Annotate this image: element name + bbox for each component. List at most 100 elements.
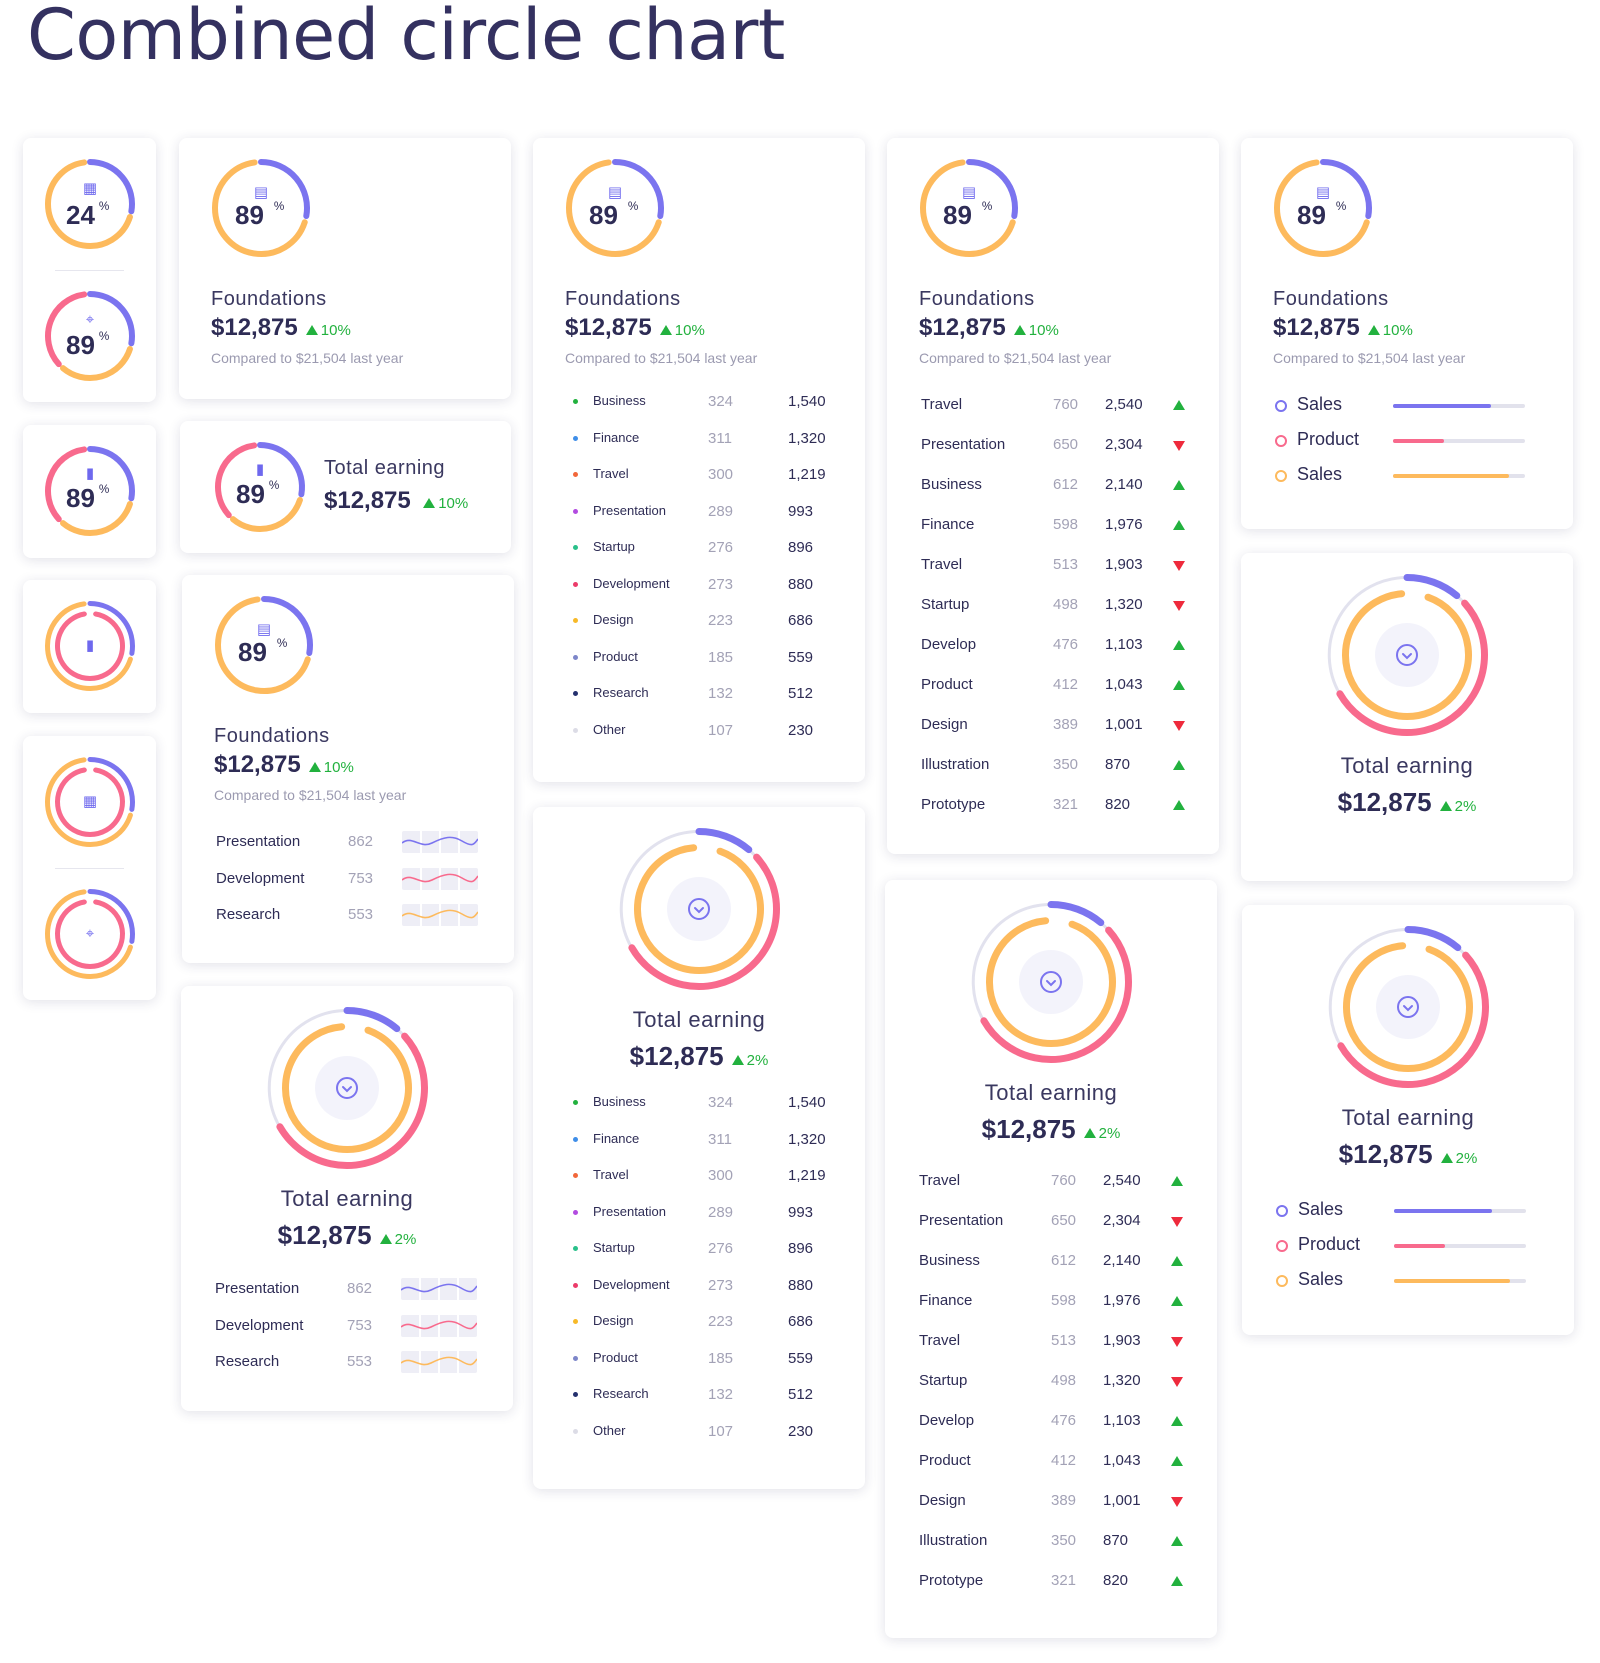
item-count: 350	[1053, 756, 1079, 773]
item-name: Finance	[921, 516, 975, 533]
sparkline-line	[401, 873, 479, 882]
list-item: Startup 498 1,320	[885, 1370, 1217, 1394]
ring-chart	[214, 595, 314, 695]
item-value: 553	[347, 1353, 373, 1370]
delta-badge: 10%	[1014, 322, 1059, 339]
list-item: Develop 476 1,103	[885, 1410, 1217, 1434]
ring-chart	[565, 158, 665, 258]
list-item: Product 412 1,043	[887, 674, 1219, 698]
list-item: Finance 311 1,320	[533, 427, 865, 451]
ring-segment-pink	[45, 291, 88, 368]
trend-up-icon	[1171, 1176, 1183, 1186]
item-count: 223	[708, 1313, 734, 1330]
item-count: 476	[1053, 636, 1079, 653]
small-ring-card: ▦ ⌖	[23, 736, 156, 1000]
bullet-dot	[573, 691, 578, 696]
amount: $12,875	[629, 1041, 724, 1071]
item-name: Product	[593, 648, 638, 664]
progress-fill	[1393, 404, 1491, 408]
item-name: Research	[593, 685, 649, 700]
ring-segment-pink	[55, 611, 125, 681]
bullet-dot	[573, 727, 578, 733]
list-item: Development 753	[182, 867, 514, 892]
total-earning-card: Total earning $12,875 2% Travel 760 2,540 Pres…	[885, 880, 1217, 1638]
item-count: 185	[708, 1349, 734, 1367]
item-value: 862	[347, 1280, 373, 1297]
item-name: Prototype	[921, 796, 986, 813]
item-count: 223	[708, 612, 734, 629]
ring-segment-pink	[1336, 599, 1488, 736]
ring-segment-purple	[1320, 159, 1372, 219]
item-value: 553	[348, 906, 374, 923]
trend-up-icon	[1173, 760, 1185, 770]
amount: $12,875	[981, 1114, 1076, 1144]
delta-badge: 10%	[306, 322, 351, 339]
small-ring-card: ▮ 89%	[23, 425, 156, 558]
list-item: Development 273 880	[533, 1274, 865, 1298]
comparison-text: Compared to $21,504 last year	[214, 787, 407, 803]
heart-icon	[1396, 644, 1418, 666]
item-total: 1,219	[788, 466, 826, 483]
ring-segment-orange	[1274, 159, 1370, 257]
progress-fill	[1393, 439, 1445, 443]
item-name: Product	[921, 676, 973, 693]
item-total: 896	[788, 539, 814, 556]
progress-bar	[1394, 1244, 1526, 1248]
list-item: Development 753	[181, 1314, 513, 1339]
delta-badge: 2%	[1084, 1125, 1121, 1142]
ring-segment-orange	[212, 159, 308, 257]
legend-marker	[1275, 435, 1287, 447]
bullet-dot	[573, 618, 578, 623]
card-title: Foundations	[919, 288, 1035, 310]
ring-segment-orange	[45, 159, 133, 249]
total-earning-card: Total earning $12,875 2%	[1241, 553, 1573, 881]
trend-down-icon	[1171, 1377, 1183, 1387]
comparison-text: Compared to $21,504 last year	[565, 350, 758, 366]
sparkline	[401, 867, 479, 890]
ring-segment-purple	[87, 757, 135, 812]
item-total: 1,540	[788, 1094, 826, 1111]
ring-segment-orange	[60, 500, 133, 536]
amount: $12,875	[565, 314, 652, 341]
list-item: Finance 598 1,976	[885, 1290, 1217, 1314]
legend-item: Sales	[1241, 394, 1573, 418]
ring-chart	[1325, 573, 1489, 737]
item-count: 311	[708, 429, 732, 447]
trend-up-icon	[1171, 1456, 1183, 1466]
item-count: 612	[1053, 476, 1079, 493]
heart-icon	[1040, 971, 1062, 993]
item-name: Prototype	[919, 1572, 984, 1589]
bullet-dot	[573, 1100, 578, 1105]
item-total: 2,140	[1105, 476, 1143, 493]
ring-center	[667, 877, 731, 941]
item-total: 1,320	[788, 429, 826, 447]
list-item: Startup 276 896	[533, 536, 865, 560]
item-count: 498	[1053, 596, 1079, 613]
list-item: Travel 513 1,903	[887, 554, 1219, 578]
sparkline	[400, 1314, 478, 1337]
item-count: 513	[1053, 556, 1079, 573]
amount: $12,875	[324, 487, 411, 514]
heart-icon-mark	[1402, 653, 1412, 660]
trend-up-icon	[1173, 680, 1185, 690]
ring-segment-pink	[276, 1032, 428, 1169]
sparkline-line	[401, 909, 479, 919]
item-total: 1,320	[1103, 1372, 1141, 1389]
item-count: 300	[708, 466, 734, 483]
list-item: Product 185 559	[533, 1347, 865, 1371]
sparkline	[401, 831, 479, 853]
legend-marker	[1276, 1205, 1288, 1217]
sparkline-line	[400, 1283, 478, 1293]
item-total: 870	[1103, 1532, 1129, 1549]
ring-segment-purple	[612, 159, 664, 219]
ring-chart	[44, 756, 136, 848]
list-item: Travel 300 1,219	[533, 1164, 865, 1188]
item-count: 612	[1051, 1252, 1077, 1269]
item-total: 1,103	[1103, 1412, 1141, 1429]
bullet-dot	[573, 1282, 578, 1288]
item-name: Travel	[593, 1167, 629, 1182]
ring-segment-orange	[282, 1023, 412, 1153]
item-total: 1,103	[1105, 636, 1143, 653]
item-name: Presentation	[216, 833, 301, 850]
list-item: Travel 760 2,540	[887, 394, 1219, 418]
